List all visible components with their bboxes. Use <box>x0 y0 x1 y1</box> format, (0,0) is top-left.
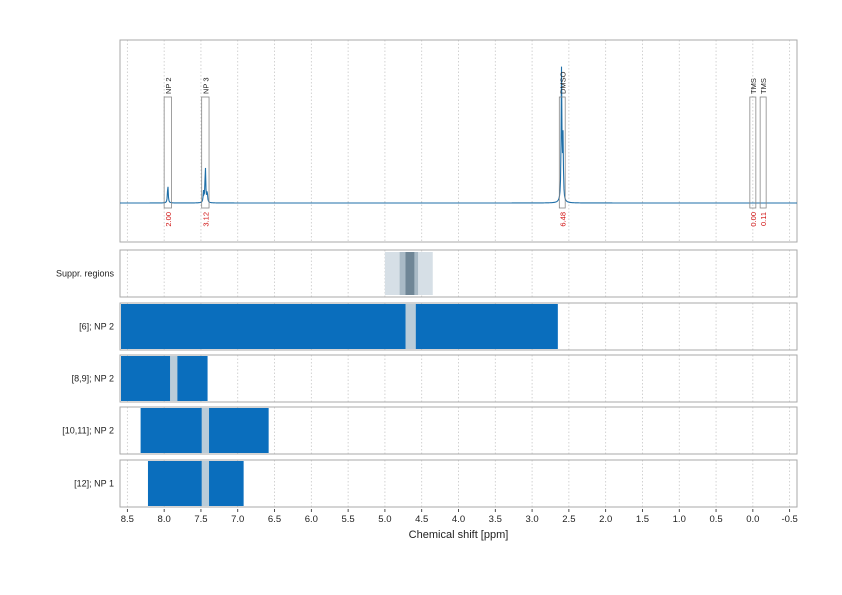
row-panel <box>119 406 798 455</box>
x-tick-label: 6.0 <box>305 514 318 525</box>
peak-region-box <box>759 96 767 209</box>
integral-label: 2.00 <box>164 212 173 227</box>
x-tick-label: 3.0 <box>525 514 538 525</box>
integral-label: 3.12 <box>201 212 210 227</box>
peak-annotations: NP 2 2.00 NP 3 3.12 DMSO 6.48 TMS 0.00 TMS 0.11 <box>163 71 768 227</box>
spectrum-panel <box>119 39 798 243</box>
x-tick-label: 1.5 <box>636 514 649 525</box>
peak-region-box <box>201 96 210 209</box>
row-bar <box>121 356 208 401</box>
x-tick-label: 3.5 <box>489 514 502 525</box>
peak-label: NP 3 <box>201 77 210 94</box>
x-axis-title: Chemical shift [ppm] <box>409 529 509 541</box>
row-panel <box>119 459 798 508</box>
x-tick-label: -0.5 <box>781 514 797 525</box>
row-label: Suppr. regions <box>56 269 115 279</box>
x-axis: 8.5 8.0 7.5 7.0 6.5 6.0 5.5 5.0 4.5 4.0 3.5 3.0 2.5 2… <box>121 509 798 525</box>
peak-label: TMS <box>759 78 768 94</box>
peak-label: DMSO <box>558 71 567 94</box>
row-bar-gap <box>201 461 210 506</box>
peak-region-box <box>749 96 757 209</box>
rows: Suppr. regions [6]; NP 2 [8,9]; NP 2 [10,11… <box>56 252 558 506</box>
x-tick-label: 7.5 <box>194 514 207 525</box>
x-tick-label: 2.0 <box>599 514 612 525</box>
x-tick-label: 0.5 <box>709 514 722 525</box>
spectrum <box>120 66 797 204</box>
row-bar <box>147 461 244 506</box>
row-panel <box>119 249 798 298</box>
integral-label: 0.00 <box>749 212 758 227</box>
row-bar-gap <box>405 304 416 349</box>
x-tick-label: 5.0 <box>378 514 391 525</box>
row-bar <box>121 304 558 349</box>
x-tick-label: 0.0 <box>746 514 759 525</box>
spectrum-line <box>120 66 797 204</box>
x-tick-label: 8.0 <box>158 514 171 525</box>
row-label: [10,11]; NP 2 <box>62 426 114 436</box>
peak-region-box <box>163 96 172 209</box>
x-tick-label: 2.5 <box>562 514 575 525</box>
x-tick-label: 5.5 <box>342 514 355 525</box>
row-label: [8,9]; NP 2 <box>72 374 114 384</box>
x-tick-label: 7.0 <box>231 514 244 525</box>
peak-label: TMS <box>749 78 758 94</box>
x-tick-label: 8.5 <box>121 514 134 525</box>
row-panel <box>119 354 798 403</box>
peak-label: NP 2 <box>164 77 173 94</box>
x-tick-label: 6.5 <box>268 514 281 525</box>
row-label: [6]; NP 2 <box>79 322 114 332</box>
panels <box>119 39 798 508</box>
x-tick-label: 4.5 <box>415 514 428 525</box>
peak-region-box <box>558 96 566 209</box>
integral-label: 6.48 <box>558 212 567 227</box>
x-tick-label: 1.0 <box>673 514 686 525</box>
integral-label: 0.11 <box>759 212 768 226</box>
row-bar-gap <box>201 408 210 453</box>
row-panel <box>119 302 798 351</box>
row-label: [12]; NP 1 <box>74 479 114 489</box>
suppression-region-core <box>405 252 415 295</box>
x-tick-label: 4.0 <box>452 514 465 525</box>
row-bar-gap <box>170 356 178 401</box>
